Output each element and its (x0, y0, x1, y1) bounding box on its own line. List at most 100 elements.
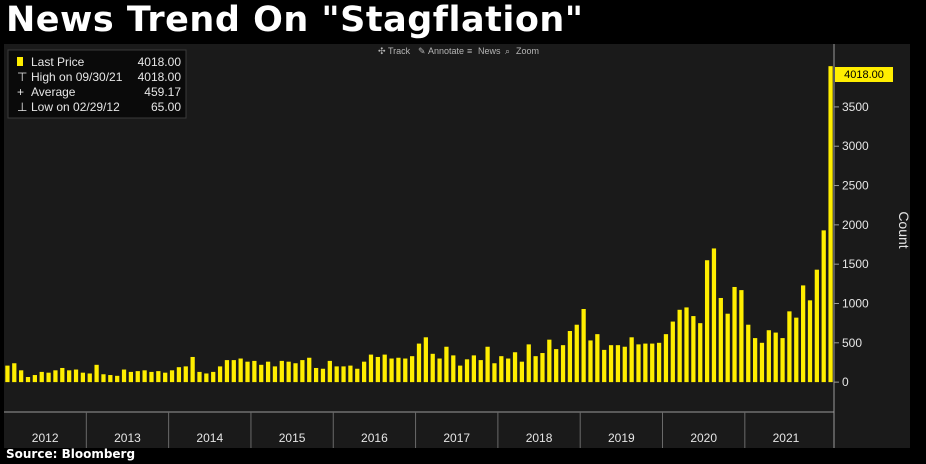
bar (320, 368, 326, 383)
bar (444, 346, 449, 383)
bar (39, 371, 44, 383)
bar (341, 366, 346, 383)
bar (732, 286, 737, 383)
bar (588, 340, 593, 383)
y-tick-label: 1000 (842, 296, 869, 310)
annotate-button[interactable]: ✎ Annotate (418, 46, 464, 56)
x-tick-label: 2015 (279, 431, 306, 445)
bar (362, 361, 367, 383)
bar (821, 230, 826, 383)
bar (656, 342, 662, 383)
bar (698, 323, 703, 383)
bar (217, 366, 223, 383)
last-price-swatch (17, 57, 23, 66)
bar (238, 358, 243, 383)
news-icon: ≡ (467, 46, 472, 56)
bar (163, 372, 168, 383)
bar (190, 356, 195, 383)
bar (382, 354, 387, 383)
bar (595, 334, 600, 383)
last-value-badge-box (835, 67, 893, 82)
bar (752, 338, 758, 383)
bar (773, 332, 778, 383)
bar (389, 358, 394, 383)
x-tick-label: 2012 (32, 431, 59, 445)
pencil-icon: ✎ (418, 46, 426, 56)
bar (437, 358, 442, 383)
bar (279, 360, 284, 383)
legend-low-value: 65.00 (151, 100, 181, 114)
bar (794, 317, 799, 383)
last-value-badge: 4018.00 (835, 67, 893, 82)
legend-high-label: High on 09/30/21 (31, 70, 123, 84)
bar (46, 372, 51, 383)
bar (32, 375, 37, 383)
source-note: Source: Bloomberg (6, 447, 136, 461)
bar (149, 371, 154, 383)
x-tick-label: 2017 (443, 431, 470, 445)
bar (807, 300, 813, 383)
average-marker-icon: + (17, 85, 24, 99)
bar (307, 357, 312, 383)
zoom-icon: ⌕ (505, 46, 510, 56)
bar (581, 308, 586, 383)
bars-group (5, 66, 833, 383)
bar (766, 330, 771, 383)
bar (636, 344, 641, 383)
bar (567, 331, 573, 383)
bar (286, 361, 291, 383)
bar (506, 358, 511, 383)
bar (211, 371, 216, 383)
bar (176, 367, 182, 383)
bar (204, 373, 209, 383)
bar (265, 361, 271, 383)
bar (416, 343, 422, 383)
x-axis: 2012 2013 2014 2015 2016 2017 2018 2019 2020 2021 (4, 411, 834, 448)
track-icon: ✣ (378, 46, 386, 56)
bar (327, 360, 332, 383)
bar (5, 365, 10, 383)
track-button[interactable]: ✣ Track (378, 46, 411, 56)
bar (718, 297, 723, 383)
bar (629, 337, 634, 383)
bar (650, 343, 655, 383)
bar (560, 345, 566, 383)
bar (67, 370, 72, 383)
bar (231, 360, 236, 383)
chart-toolbar: ✣ Track ✎ Annotate ≡ News ⌕ Zoom (378, 46, 539, 56)
bar (519, 361, 525, 383)
bar (94, 364, 99, 383)
zoom-button[interactable]: ⌕ Zoom (505, 46, 539, 56)
news-button[interactable]: ≡ News (467, 46, 501, 56)
bar (135, 371, 140, 383)
bar (643, 343, 648, 383)
bar (355, 368, 360, 383)
bar (602, 349, 607, 383)
bar (348, 365, 353, 383)
y-axis: 0 500 1000 1500 2000 2500 3000 3500 (833, 44, 869, 448)
y-axis-label: Count (896, 211, 912, 248)
bar (608, 345, 614, 383)
bar (12, 363, 17, 383)
bar (19, 370, 24, 383)
bar (780, 338, 785, 383)
y-tick-label: 3000 (842, 139, 869, 153)
bar (711, 248, 717, 383)
bar (458, 365, 463, 383)
bar (272, 366, 278, 383)
bar (684, 307, 689, 383)
bar (197, 371, 202, 383)
x-tick-label: 2014 (196, 431, 223, 445)
high-marker-icon: ⊤ (17, 70, 27, 84)
x-tick-label: 2013 (114, 431, 141, 445)
bar (512, 352, 518, 383)
bar (739, 290, 744, 383)
bar (746, 324, 751, 383)
bar (293, 363, 298, 383)
legend-last-price-value: 4018.00 (138, 55, 182, 69)
last-value-badge-text: 4018.00 (844, 69, 884, 81)
bar (704, 260, 710, 383)
bar (485, 346, 490, 383)
low-marker-icon: ⊥ (17, 100, 27, 114)
